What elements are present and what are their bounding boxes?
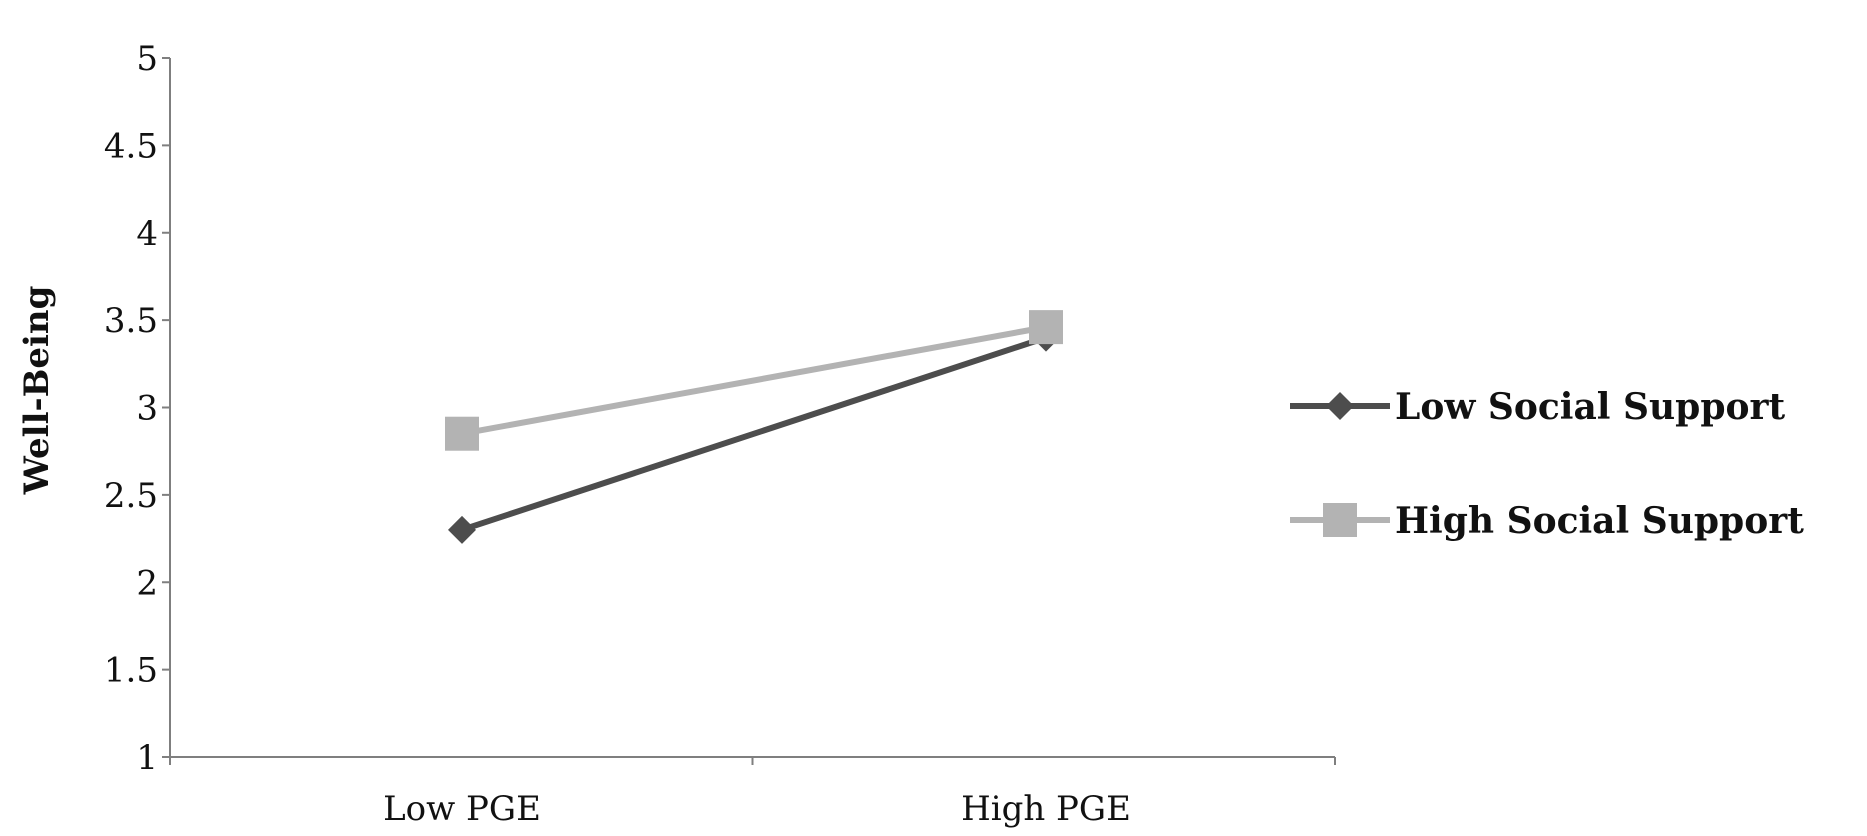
legend-label: Low Social Support: [1395, 386, 1785, 428]
y-tick-label: 5: [136, 39, 158, 79]
x-tick-label: Low PGE: [383, 789, 541, 829]
x-axis-ticks: Low PGE High PGE: [169, 757, 1336, 829]
y-axis-title: Well-Being: [17, 286, 57, 496]
y-tick-label: 3.5: [104, 301, 158, 341]
series-line: [461, 334, 1047, 533]
y-axis-ticks: 1 1.5 2 2.5 3 3.5 4 4.5 5: [104, 39, 170, 778]
data-point: [1029, 310, 1063, 345]
data-point: [448, 515, 476, 544]
y-tick-label: 1.5: [104, 651, 158, 691]
y-tick-label: 2.5: [104, 476, 158, 516]
data-point: [445, 416, 479, 451]
legend: Low Social Support High Social Support: [1290, 386, 1804, 542]
y-tick-label: 1: [136, 738, 158, 778]
y-tick-label: 3: [136, 389, 158, 429]
legend-marker: [1326, 392, 1354, 420]
y-tick-label: 4.5: [104, 126, 158, 166]
series-high-social-support: [445, 310, 1063, 451]
x-tick-label: High PGE: [961, 789, 1131, 829]
y-tick-label: 4: [136, 214, 158, 254]
series-low-social-support: [448, 323, 1060, 544]
series-line: [461, 324, 1047, 437]
y-tick-label: 2: [136, 563, 158, 603]
legend-item: Low Social Support: [1290, 386, 1785, 428]
series-layer: [445, 310, 1063, 544]
axes: [169, 58, 1335, 758]
legend-item: High Social Support: [1290, 500, 1804, 542]
legend-marker: [1323, 503, 1357, 537]
legend-label: High Social Support: [1395, 500, 1804, 542]
